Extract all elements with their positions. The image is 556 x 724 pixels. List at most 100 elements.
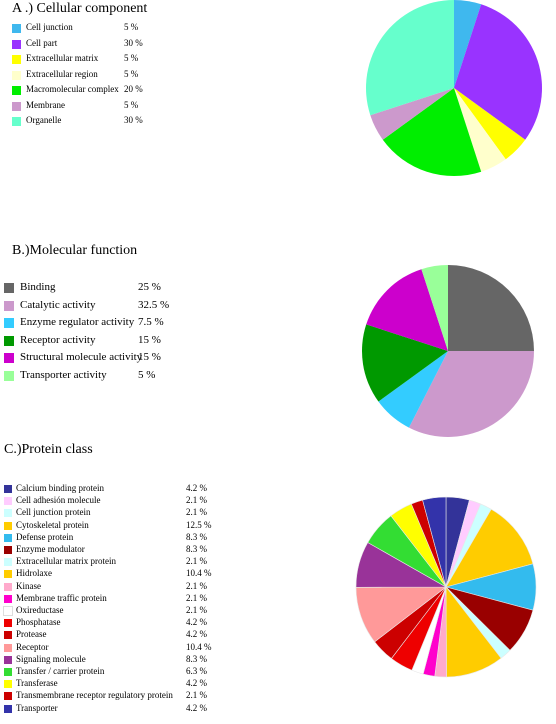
legend-label: Transferase bbox=[16, 678, 58, 689]
legend-label: Membrane bbox=[26, 99, 65, 110]
pie-slice-enzyme-regulator-activity bbox=[378, 351, 448, 428]
pie-slice-membrane bbox=[370, 88, 454, 140]
legend-value: 25 % bbox=[138, 281, 161, 293]
legend-value: 12.5 % bbox=[186, 519, 212, 530]
legend-swatch bbox=[4, 533, 12, 542]
legend-value: 5 % bbox=[124, 22, 139, 32]
legend-label: Extracellular region bbox=[26, 68, 98, 79]
legend-swatch bbox=[4, 370, 14, 381]
molecular-function-title: B.)Molecular function bbox=[12, 243, 138, 258]
legend-swatch bbox=[4, 546, 12, 554]
legend-label: Calcium binding protein bbox=[16, 483, 104, 493]
legend-label: Cytoskeletal protein bbox=[16, 519, 89, 530]
legend-swatch bbox=[12, 117, 21, 126]
cellular-component-panel: A .) Cellular component Cell junction 5 %… bbox=[0, 0, 556, 230]
molecular-function-panel: B.)Molecular function Binding 25 % Catalyt… bbox=[0, 235, 556, 438]
legend-value: 7.5 % bbox=[138, 316, 164, 328]
legend-label: Catalytic activity bbox=[20, 298, 96, 311]
legend-label: Protease bbox=[16, 629, 47, 640]
legend-label: Transporter activity bbox=[20, 368, 107, 381]
legend-value: 4.2 % bbox=[186, 629, 207, 640]
legend-swatch bbox=[3, 606, 13, 616]
legend-value: 5 % bbox=[124, 99, 139, 110]
legend-value: 2.1 % bbox=[186, 605, 207, 615]
legend-value: 5 % bbox=[124, 68, 139, 79]
legend-value: 30 % bbox=[124, 37, 143, 48]
legend-value: 5 % bbox=[124, 53, 139, 63]
pie-slice-organelle bbox=[366, 0, 454, 116]
legend-swatch bbox=[4, 509, 12, 518]
legend-value: 32.5 % bbox=[138, 298, 170, 311]
legend-label: Oxireductase bbox=[16, 605, 64, 615]
legend-swatch bbox=[4, 643, 12, 652]
legend-swatch bbox=[12, 70, 21, 80]
pie-slice-transporter bbox=[422, 496, 447, 588]
pie-slice-macromolecular-complex bbox=[382, 88, 482, 176]
pie-slice-cytoskeletal-protein bbox=[445, 508, 534, 588]
legend-label: Transfer / carrier protein bbox=[16, 666, 105, 676]
legend-label: Hidrolaxe bbox=[16, 568, 52, 579]
legend-swatch bbox=[12, 86, 21, 95]
protein-class-title: C.)Protein class bbox=[4, 442, 93, 457]
pie-slice-cell-junction bbox=[454, 0, 482, 88]
legend-label: Defense protein bbox=[16, 531, 74, 542]
legend-value: 15 % bbox=[138, 351, 161, 363]
legend-swatch bbox=[4, 582, 12, 591]
legend-label: Cell part bbox=[26, 37, 58, 48]
legend-label: Extracellular matrix protein bbox=[16, 556, 116, 567]
legend-swatch bbox=[4, 283, 14, 293]
legend-label: Signaling molecule bbox=[16, 653, 86, 664]
legend-label: Binding bbox=[20, 281, 56, 293]
legend-label: Organelle bbox=[26, 115, 62, 125]
pie-slice-structural-molecule-activity bbox=[366, 269, 448, 351]
cellular-component-pie bbox=[366, 0, 542, 176]
legend-swatch bbox=[4, 335, 14, 346]
legend-swatch bbox=[4, 668, 12, 676]
legend-value: 2.1 % bbox=[186, 556, 207, 567]
legend-value: 6.3 % bbox=[186, 666, 207, 676]
legend-value: 2.1 % bbox=[186, 495, 207, 506]
legend-value: 2.1 % bbox=[186, 580, 207, 591]
protein-class-pie bbox=[355, 496, 537, 678]
legend-swatch bbox=[4, 655, 12, 664]
legend-swatch bbox=[4, 631, 12, 640]
protein-class-panel: C.)Protein class Calcium binding protein… bbox=[0, 435, 556, 724]
legend-label: Phosphatase bbox=[16, 617, 61, 628]
legend-value: 4.2 % bbox=[186, 617, 207, 628]
legend-swatch bbox=[12, 101, 21, 111]
legend-swatch bbox=[4, 570, 12, 579]
legend-value: 30 % bbox=[124, 115, 143, 125]
legend-swatch bbox=[4, 485, 12, 493]
legend-value: 2.1 % bbox=[186, 592, 207, 603]
legend-swatch bbox=[4, 300, 14, 311]
legend-swatch bbox=[4, 594, 12, 603]
legend-label: Transmembrane receptor regulatory protei… bbox=[16, 690, 173, 701]
legend-value: 15 % bbox=[138, 333, 161, 346]
legend-swatch bbox=[12, 55, 21, 64]
legend-label: Kinase bbox=[16, 580, 41, 591]
legend-swatch bbox=[4, 521, 12, 530]
legend-value: 8.3 % bbox=[186, 653, 207, 664]
legend-label: Cell adhesión molecule bbox=[16, 495, 101, 506]
legend-swatch bbox=[4, 619, 12, 628]
legend-swatch bbox=[4, 704, 12, 713]
legend-label: Membrane traffic protein bbox=[16, 592, 107, 603]
legend-swatch bbox=[4, 497, 12, 506]
legend-label: Cell junction protein bbox=[16, 507, 91, 518]
legend-swatch bbox=[4, 353, 14, 363]
legend-value: 2.1 % bbox=[186, 690, 207, 701]
legend-label: Transporter bbox=[16, 702, 58, 713]
legend-value: 4.2 % bbox=[186, 483, 207, 493]
legend-swatch bbox=[4, 692, 12, 701]
legend-label: Cell junction bbox=[26, 22, 73, 32]
legend-swatch bbox=[4, 318, 14, 328]
legend-label: Receptor activity bbox=[20, 333, 96, 346]
legend-swatch bbox=[12, 24, 21, 33]
legend-value: 8.3 % bbox=[186, 544, 207, 554]
cellular-component-title: A .) Cellular component bbox=[12, 1, 148, 16]
legend-value: 10.4 % bbox=[186, 641, 212, 652]
molecular-function-pie bbox=[361, 265, 534, 438]
pie-slice-transporter-activity bbox=[421, 265, 448, 351]
legend-value: 5 % bbox=[138, 368, 156, 381]
pie-slice-extracellular-region bbox=[454, 88, 506, 172]
